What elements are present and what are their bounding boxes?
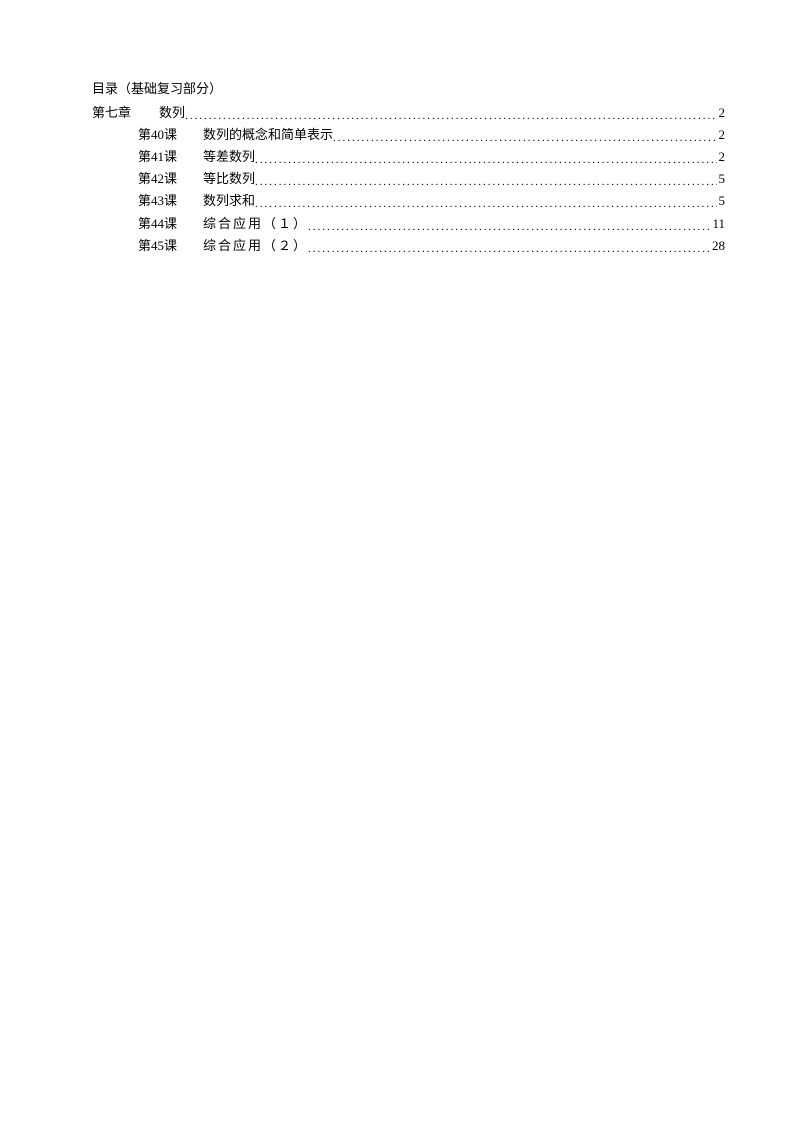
lesson-page: 28 (710, 235, 725, 257)
toc-sub-row: 第42课 等比数列 5 (92, 168, 725, 190)
lesson-label-pre: 第 (138, 193, 151, 208)
lesson-label-pre: 第 (138, 171, 151, 186)
toc-sub-row: 第43课 数列求和 5 (92, 190, 725, 212)
lesson-title: 等差数列 (203, 146, 255, 168)
lesson-label: 第45课 (138, 235, 203, 257)
lesson-label: 第42课 (138, 168, 203, 190)
lesson-label-post: 课 (164, 127, 177, 142)
toc-chapter-row: 第七章 数列 2 (92, 102, 725, 124)
lesson-number: 41 (151, 149, 164, 164)
lesson-number: 42 (151, 171, 164, 186)
page-content: 目录（基础复习部分） 第七章 数列 2 第40课 数列的概念和简单表示 2 第4… (0, 0, 800, 257)
toc-sub-row: 第40课 数列的概念和简单表示 2 (92, 124, 725, 146)
lesson-label-pre: 第 (138, 127, 151, 142)
leader-dots (255, 151, 716, 170)
lesson-label-post: 课 (164, 216, 177, 231)
lesson-label: 第41课 (138, 146, 203, 168)
leader-dots (308, 218, 710, 237)
lesson-label-pre: 第 (138, 238, 151, 253)
chapter-page: 2 (717, 102, 726, 124)
lesson-label-post: 课 (164, 149, 177, 164)
lesson-label-post: 课 (164, 171, 177, 186)
leader-dots (255, 173, 716, 192)
lesson-page: 5 (717, 168, 726, 190)
chapter-title: 数列 (159, 102, 185, 124)
lesson-number: 43 (151, 193, 164, 208)
lesson-page: 2 (717, 146, 726, 168)
lesson-label-pre: 第 (138, 216, 151, 231)
lesson-title: 等比数列 (203, 168, 255, 190)
leader-dots (185, 107, 716, 126)
toc-heading: 目录（基础复习部分） (92, 78, 725, 100)
lesson-number: 40 (151, 127, 164, 142)
lesson-page: 5 (717, 190, 726, 212)
leader-dots (333, 129, 716, 148)
lesson-label-post: 课 (164, 238, 177, 253)
lesson-label: 第44课 (138, 213, 203, 235)
lesson-label-post: 课 (164, 193, 177, 208)
lesson-title: 数列求和 (203, 190, 255, 212)
toc-sub-row: 第41课 等差数列 2 (92, 146, 725, 168)
lesson-page: 2 (717, 124, 726, 146)
lesson-number: 44 (151, 216, 164, 231)
leader-dots (255, 195, 716, 214)
lesson-title: 综合应用（２） (203, 235, 308, 257)
lesson-label: 第40课 (138, 124, 203, 146)
lesson-number: 45 (151, 238, 164, 253)
lesson-title: 数列的概念和简单表示 (203, 124, 333, 146)
chapter-label: 第七章 (92, 102, 159, 124)
toc-sub-row: 第45课 综合应用（２） 28 (92, 235, 725, 257)
lesson-label-pre: 第 (138, 149, 151, 164)
toc-sub-row: 第44课 综合应用（１） 11 (92, 213, 725, 235)
lesson-page: 11 (710, 213, 725, 235)
lesson-label: 第43课 (138, 190, 203, 212)
lesson-title: 综合应用（１） (203, 213, 308, 235)
leader-dots (308, 240, 710, 259)
